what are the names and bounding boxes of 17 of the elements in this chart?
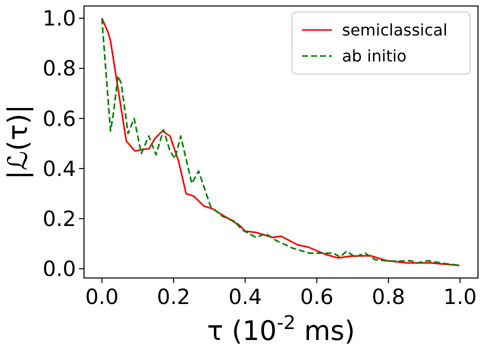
legend-label: semiclassical (342, 20, 448, 40)
x-tick-label: 0.4 (228, 285, 262, 309)
x-tick-label: 0.2 (156, 285, 190, 309)
y-axis-title: |ℒ(τ)| (3, 104, 34, 180)
legend-label: ab initio (342, 46, 407, 66)
y-tick-label: 0.4 (42, 156, 76, 181)
x-axis-title: τ (10$^{-2}$ ms) (206, 312, 356, 347)
x-tick-label: 0.8 (372, 285, 406, 309)
x-tick-label: 0.6 (300, 285, 334, 309)
x-tick-label: 0.0 (85, 285, 119, 309)
y-tick-label: 0.0 (42, 257, 76, 282)
x-tick-label: 1.0 (443, 285, 477, 309)
y-tick-label: 1.0 (42, 6, 76, 31)
y-tick-label: 0.8 (42, 56, 76, 81)
y-tick-label: 0.6 (42, 106, 76, 131)
line-series (101, 17, 460, 266)
y-tick-label: 0.2 (42, 206, 76, 231)
